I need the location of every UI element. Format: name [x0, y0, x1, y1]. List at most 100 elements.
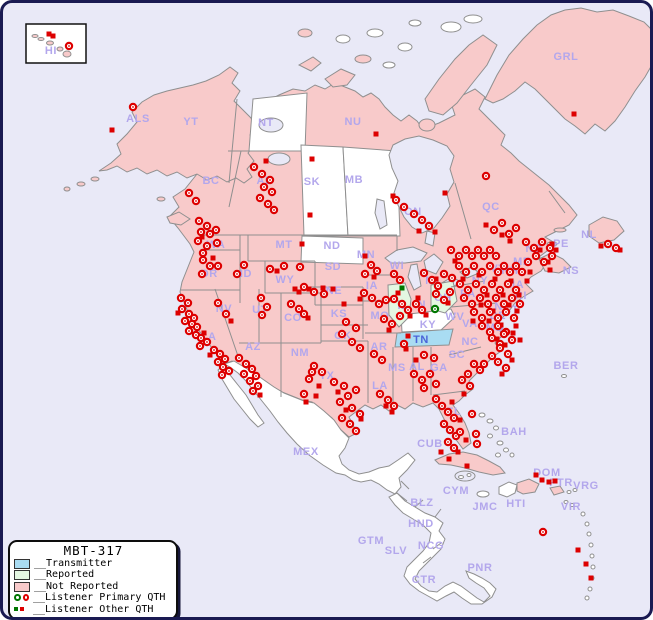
listener-other-qth-marker: [383, 403, 389, 409]
region-label-hti: HTI: [506, 498, 526, 510]
listener-other-qth-marker: [457, 417, 463, 423]
listener-other-qth-marker: [330, 286, 336, 292]
region-label-nc: NC: [461, 336, 478, 348]
listener-other-qth-marker: [546, 479, 552, 485]
listener-other-qth-marker: [461, 391, 467, 397]
listener-other-qth-marker: [492, 276, 498, 282]
vancouver-island: [166, 211, 191, 226]
region-label-nd: ND: [323, 240, 340, 252]
listener-other-qth-marker: [533, 472, 539, 478]
listener-other-qth-marker: [257, 392, 263, 398]
listener-primary-qth-marker: [419, 268, 429, 278]
listener-primary-qth-marker: [469, 359, 479, 369]
listener-primary-qth-marker: [372, 266, 382, 276]
region-label-qc: QC: [482, 201, 500, 213]
listener-primary-qth-marker: [455, 279, 465, 289]
listener-primary-qth-marker: [505, 267, 515, 277]
listener-other-qth-marker: [403, 346, 409, 352]
listener-other-qth-marker: [405, 333, 411, 339]
listener-primary-qth-marker: [379, 314, 389, 324]
region-label-jmc: JMC: [472, 501, 497, 513]
listener-primary-qth-marker: [429, 353, 439, 363]
listener-primary-qth-marker: [475, 365, 485, 375]
listener-primary-qth-marker: [232, 269, 242, 279]
listener-primary-qth-marker: [538, 527, 548, 537]
region-label-az: AZ: [245, 341, 261, 353]
listener-primary-qth-marker: [419, 383, 429, 393]
region-label-hnd: HND: [408, 518, 434, 530]
listener-other-qth-marker: [516, 292, 522, 298]
listener-primary-qth-marker: [485, 307, 495, 317]
listener-primary-qth-marker: [184, 188, 194, 198]
listener-other-qth-marker: [210, 255, 216, 261]
region-label-mt: MT: [275, 239, 292, 251]
listener-primary-qth-marker: [473, 245, 483, 255]
listener-primary-qth-marker: [443, 437, 453, 447]
lake-huron: [423, 253, 444, 275]
listener-other-qth-marker: [583, 561, 589, 567]
listener-other-glyph: [20, 607, 24, 612]
listener-primary-qth-marker: [234, 353, 244, 363]
listener-primary-qth-marker: [493, 313, 503, 323]
listener-other-qth-marker: [588, 575, 594, 581]
region-label-nu: NU: [344, 116, 361, 128]
listener-primary-qth-marker: [517, 267, 527, 277]
listener-primary-qth-marker: [355, 409, 365, 419]
bermuda: [561, 374, 567, 378]
listener-primary-qth-marker: [479, 359, 489, 369]
listener-other-qth-marker: [571, 111, 577, 117]
listener-primary-qth-marker: [463, 369, 473, 379]
listener-primary-qth-marker: [495, 285, 505, 295]
listener-other-qth-marker: [499, 371, 505, 377]
listener-primary-qth-marker: [345, 419, 355, 429]
listener-primary-qth-marker: [433, 281, 443, 291]
listener-primary-qth-marker: [391, 195, 401, 205]
listener-primary-qth-marker: [389, 269, 399, 279]
listener-primary-qth-marker: [425, 369, 435, 379]
alaska: [98, 66, 258, 184]
listener-primary-qth-marker: [493, 267, 503, 277]
listener-primary-qth-marker: [211, 225, 221, 235]
listener-primary-qth-marker: [367, 293, 377, 303]
listener-primary-qth-marker: [417, 215, 427, 225]
listener-primary-qth-marker: [611, 243, 621, 253]
listener-other-qth-marker: [175, 310, 181, 316]
listener-primary-qth-marker: [515, 299, 525, 309]
listener-other-qth-marker: [486, 318, 492, 324]
listener-primary-qth-marker: [477, 267, 487, 277]
listener-other-qth-marker: [423, 312, 429, 318]
listener-primary-qth-marker: [184, 326, 194, 336]
listener-primary-qth-marker: [511, 285, 521, 295]
listener-primary-qth-marker: [377, 355, 387, 365]
legend-label-listener-primary: __Listener Primary QTH: [33, 592, 166, 604]
listener-primary-qth-marker: [479, 251, 489, 261]
listener-primary-qth-marker: [180, 316, 190, 326]
listener-primary-qth-marker: [383, 395, 393, 405]
listener-primary-qth-marker: [497, 218, 507, 228]
listener-other-qth-marker: [514, 308, 520, 314]
listener-primary-qth-marker: [483, 299, 493, 309]
region-label-hi: HI: [45, 45, 57, 57]
region-label-ctr: CTR: [412, 574, 436, 586]
listener-primary-qth-marker: [247, 364, 257, 374]
listener-other-qth-marker: [343, 407, 349, 413]
region-label-gtm: GTM: [358, 535, 384, 547]
listener-other-qth-marker: [464, 463, 470, 469]
transmitter-swatch: [14, 558, 30, 569]
lake-winnipeg: [374, 198, 388, 230]
listener-primary-qth-marker: [249, 162, 259, 172]
legend-label-reported: __Reported: [34, 569, 95, 581]
listener-other-qth-marker: [228, 318, 234, 324]
listener-primary-qth-marker: [337, 329, 347, 339]
listener-primary-qth-marker: [489, 225, 499, 235]
listener-other-qth-marker: [306, 286, 312, 292]
region-label-sc: SC: [449, 349, 465, 361]
lake-michigan: [407, 263, 422, 291]
listener-primary-qth-marker: [251, 371, 261, 381]
region-label-vir: VIR: [561, 501, 581, 513]
listener-primary-qth-marker: [437, 401, 447, 411]
listener-primary-qth-marker: [256, 293, 266, 303]
listener-primary-qth-marker: [205, 261, 215, 271]
listener-other-qth-marker: [46, 31, 52, 37]
